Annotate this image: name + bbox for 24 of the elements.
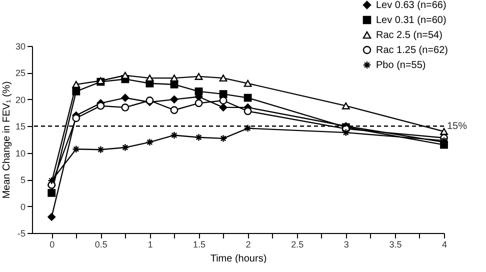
y-axis-title: Mean Change in FEV₁ (%) [1,81,12,199]
ref-line-label: 15% [447,121,468,132]
y-tick-label: 25 [15,68,26,78]
x-tick-label: 4 [442,240,448,250]
legend-label: Lev 0.31 (n=60) [376,15,446,26]
x-tick-label: 0 [50,240,55,250]
y-tick-label: 5 [20,175,26,186]
x-tick-label: 0.5 [94,240,108,250]
legend-label: Rac 2.5 (n=54) [376,30,442,41]
x-tick-label: 2.5 [291,240,304,250]
y-tick-label: 20 [15,94,26,105]
y-tick-label: 10 [15,148,26,158]
x-tick-label: 3.5 [389,240,402,250]
legend-label: Lev 0.63 (n=66) [376,0,446,11]
x-tick-label: 2 [246,240,251,250]
y-tick-label: -5 [17,228,26,238]
y-tick-label: 30 [15,42,26,52]
y-tick-label: 0 [20,202,26,212]
y-tick-label: 15 [15,122,26,132]
legend-label: Pbo (n=55) [376,60,426,71]
x-tick-label: 3 [344,240,349,250]
legend-label: Rac 1.25 (n=62) [376,45,448,56]
x-tick-label: 1 [148,240,153,250]
x-tick-label: 1.5 [193,240,206,250]
